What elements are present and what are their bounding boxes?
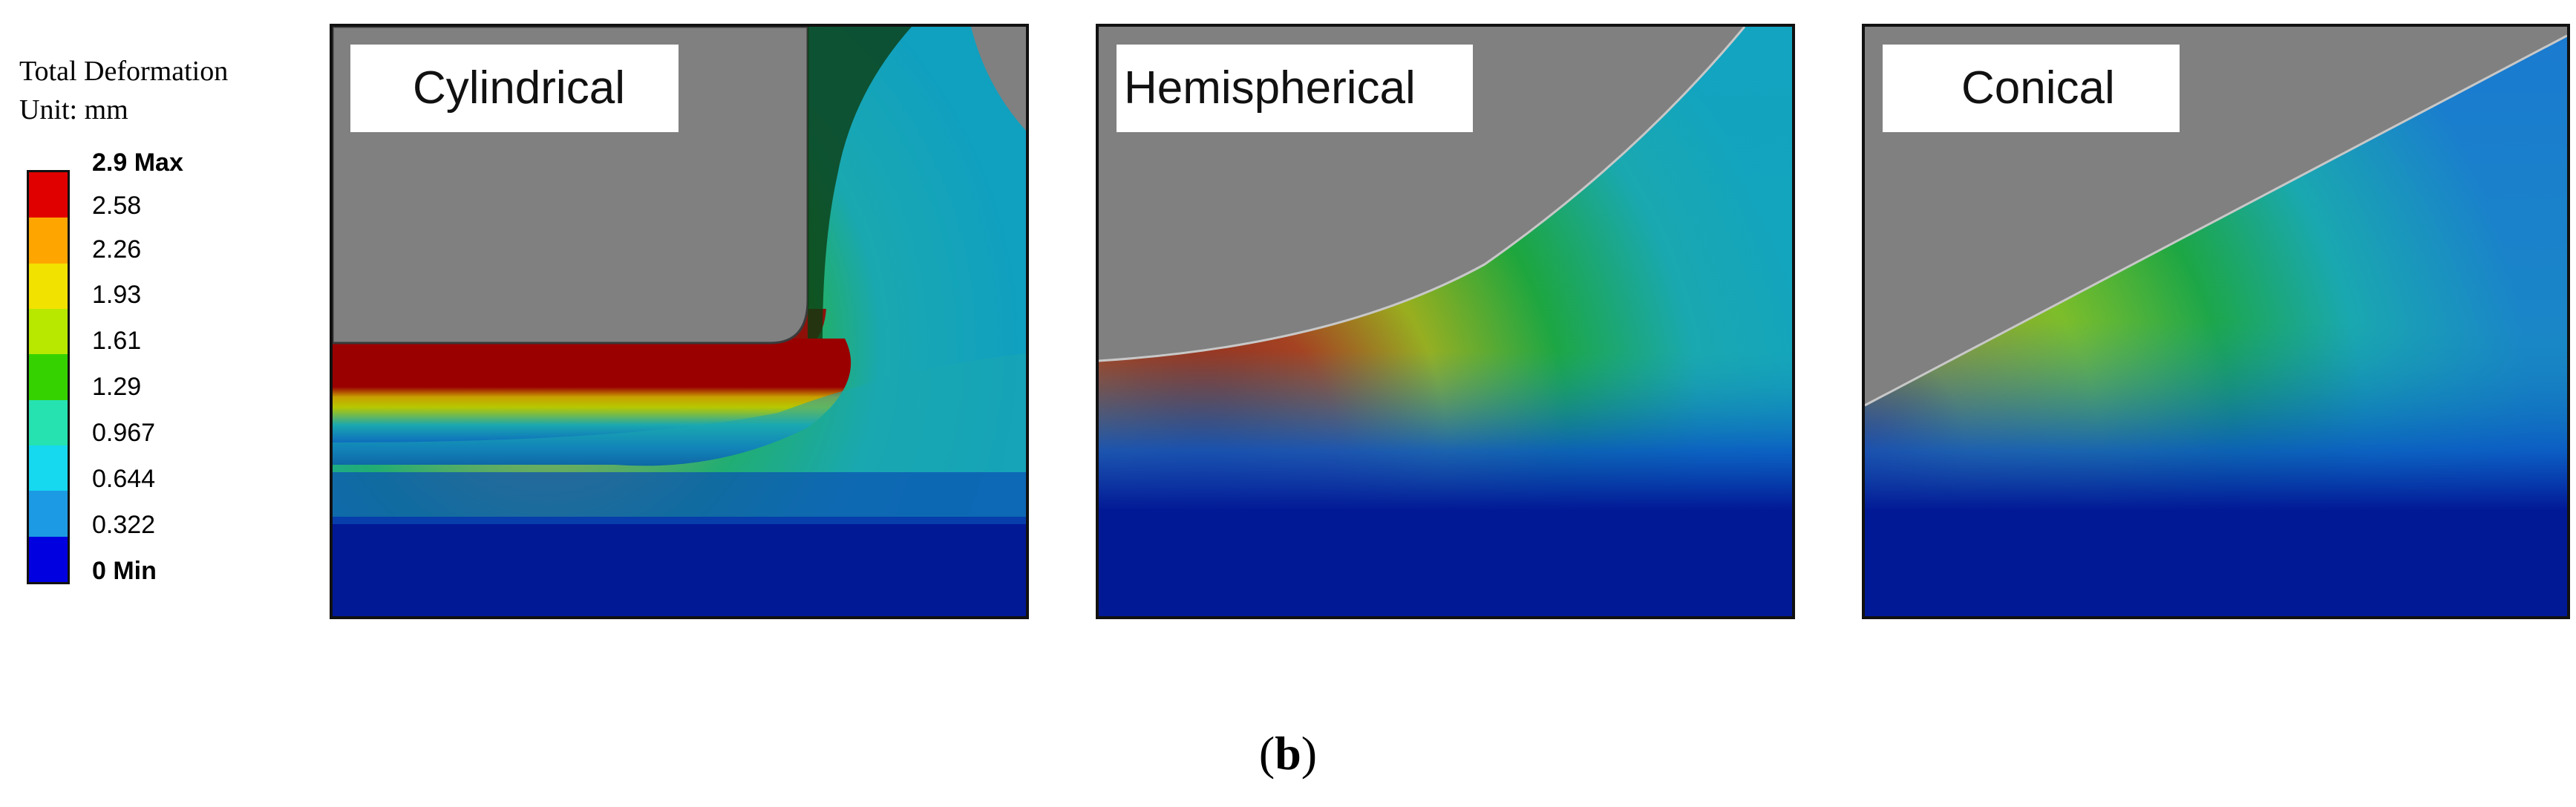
conical-panel: Conical: [1862, 24, 2570, 619]
legend-swatch: [29, 445, 68, 491]
legend-max-label: 2.9 Max: [92, 148, 183, 177]
legend-title: Total Deformation Unit: mm: [19, 52, 228, 129]
legend-tick-label: 0.967: [92, 419, 156, 447]
legend-tick-label: 0.644: [92, 465, 156, 493]
legend-tick-label: 1.93: [92, 281, 142, 309]
legend-min-label: 0 Min: [92, 557, 157, 585]
legend-swatch: [29, 354, 68, 400]
legend-swatch: [29, 536, 68, 582]
conical-contact-line: [1865, 34, 2567, 407]
cylindrical-panel: Cylindrical: [330, 24, 1029, 619]
panel-label-hemispherical: Hemispherical: [1117, 45, 1473, 132]
legend-title-line2: Unit: mm: [19, 94, 128, 125]
caption-close: ): [1301, 727, 1318, 780]
figure-caption: (b): [0, 726, 2576, 781]
legend-tick-label: 0.322: [92, 511, 156, 539]
cylindrical-transition: [333, 472, 1026, 524]
legend-swatch: [29, 491, 68, 537]
panel-label-conical: Conical: [1883, 45, 2180, 132]
legend-swatch: [29, 172, 68, 218]
panel-label-cylindrical: Cylindrical: [350, 45, 679, 132]
hemispherical-panel: Hemispherical: [1096, 24, 1795, 619]
cylindrical-corner: [971, 27, 1026, 131]
caption-open: (: [1258, 727, 1275, 780]
legend-tick-label: 1.29: [92, 373, 142, 401]
legend-color-bar: [27, 170, 70, 584]
caption-letter: b: [1275, 727, 1301, 780]
legend-swatch: [29, 218, 68, 264]
legend-swatch: [29, 308, 68, 355]
hemispherical-contact-line: [1099, 27, 1746, 362]
cylindrical-pileup-shadow: [808, 27, 912, 339]
legend-swatch: [29, 399, 68, 445]
legend-swatch: [29, 263, 68, 309]
legend-tick-label: 2.26: [92, 235, 142, 264]
cylindrical-base: [333, 517, 1026, 616]
legend-tick-label: 1.61: [92, 327, 142, 355]
legend-title-line1: Total Deformation: [19, 56, 229, 87]
legend-tick-label: 2.58: [92, 192, 142, 220]
